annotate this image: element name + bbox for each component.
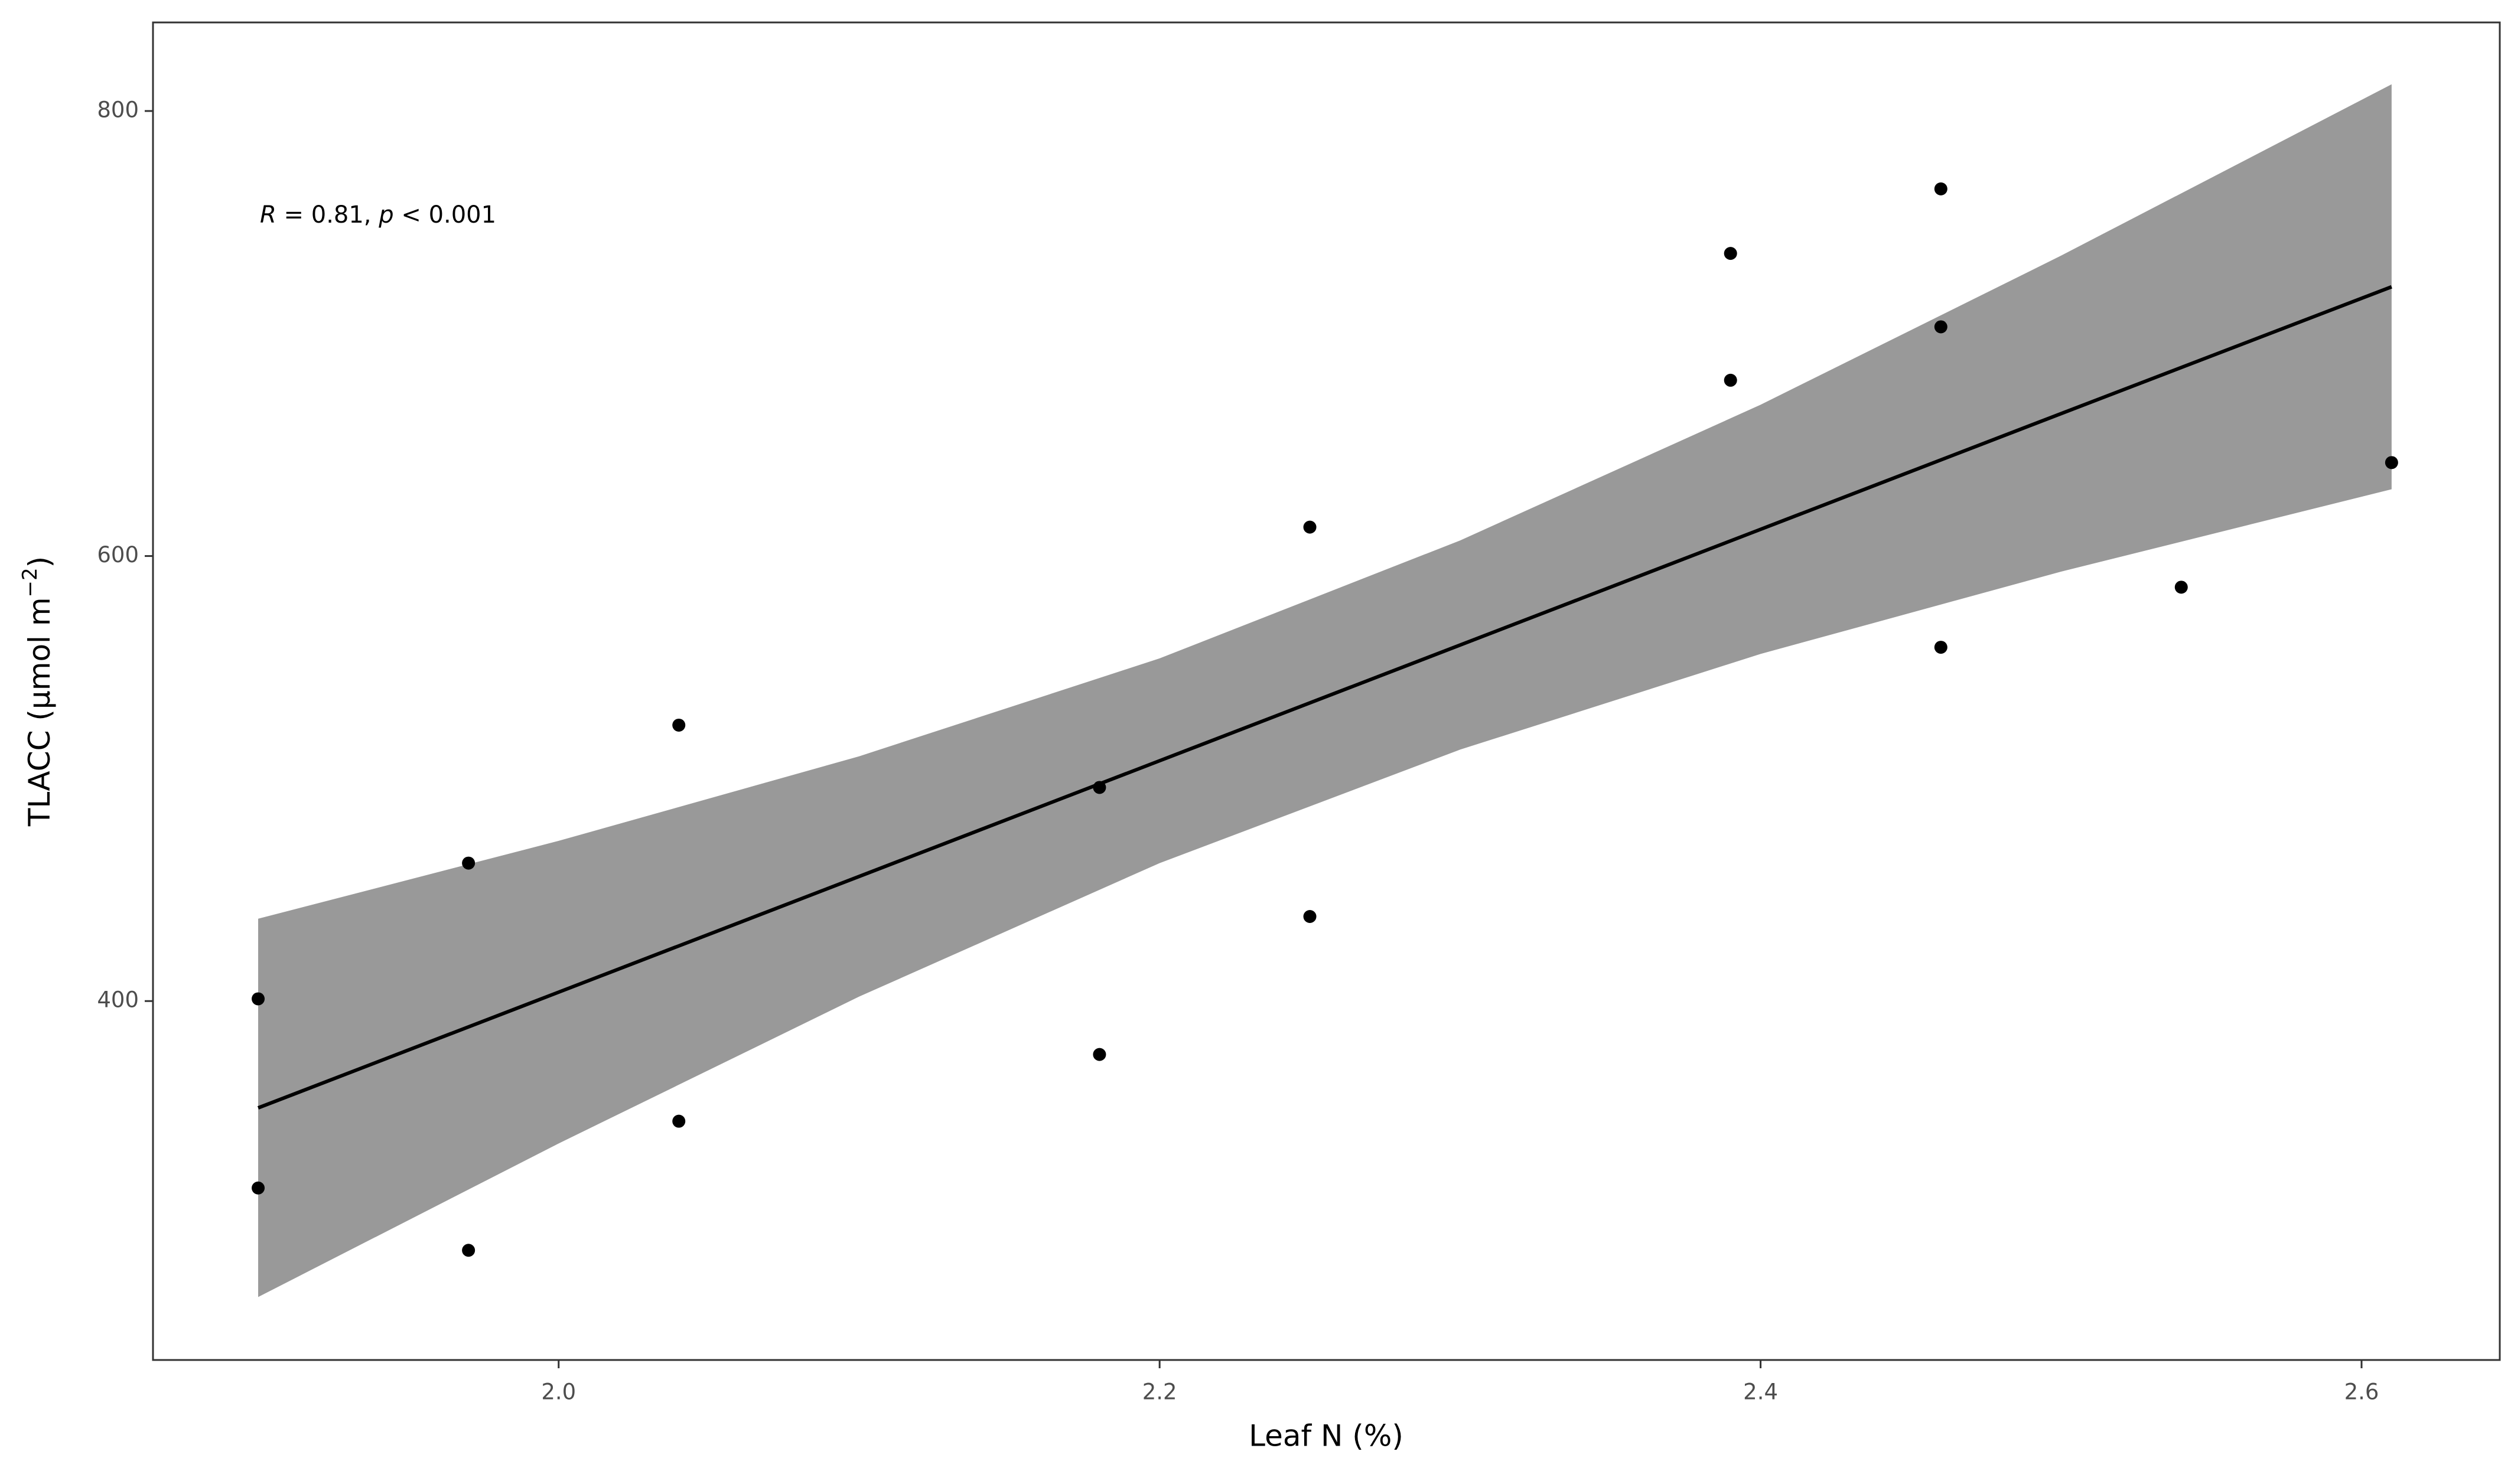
y-tick-label: 400 bbox=[97, 987, 139, 1013]
confidence-band bbox=[258, 84, 2392, 1297]
point bbox=[1303, 520, 1317, 534]
x-tick-label: 2.4 bbox=[1743, 1379, 1778, 1405]
point bbox=[1724, 373, 1737, 387]
y-axis-title-part: ) bbox=[22, 556, 57, 568]
point bbox=[462, 856, 476, 870]
point bbox=[2385, 456, 2398, 469]
y-axis-title-part: TLACC (μmol m bbox=[22, 597, 57, 827]
plot-border bbox=[152, 21, 2501, 1361]
x-tick-label: 2.2 bbox=[1142, 1379, 1177, 1405]
point bbox=[1934, 320, 1947, 334]
point bbox=[1303, 910, 1317, 924]
point bbox=[672, 718, 686, 732]
x-tick-label: 2.0 bbox=[541, 1379, 576, 1405]
point bbox=[1934, 182, 1947, 195]
fit-line bbox=[257, 285, 2392, 1110]
annotation-part: p bbox=[378, 201, 393, 229]
annotation: R = 0.81, p < 0.001 bbox=[260, 201, 496, 229]
x-tick-label: 2.6 bbox=[2344, 1379, 2379, 1405]
point bbox=[1724, 247, 1737, 260]
point bbox=[672, 1114, 686, 1128]
point bbox=[2174, 580, 2188, 594]
point bbox=[1093, 781, 1106, 794]
point bbox=[252, 992, 265, 1006]
annotation-part: < 0.001 bbox=[394, 201, 496, 229]
point bbox=[1934, 641, 1947, 654]
point bbox=[252, 1181, 265, 1195]
y-tick-label: 600 bbox=[97, 542, 139, 567]
annotation-part: R bbox=[260, 201, 276, 229]
y-axis-title-part: −2 bbox=[18, 567, 42, 597]
point bbox=[1093, 1048, 1106, 1061]
x-axis-title: Leaf N (%) bbox=[1249, 1419, 1403, 1453]
annotation-part: = 0.81, bbox=[276, 201, 379, 229]
y-tick-label: 800 bbox=[97, 97, 139, 122]
point bbox=[462, 1244, 476, 1257]
y-axis-title: TLACC (μmol m−2) bbox=[18, 556, 57, 827]
